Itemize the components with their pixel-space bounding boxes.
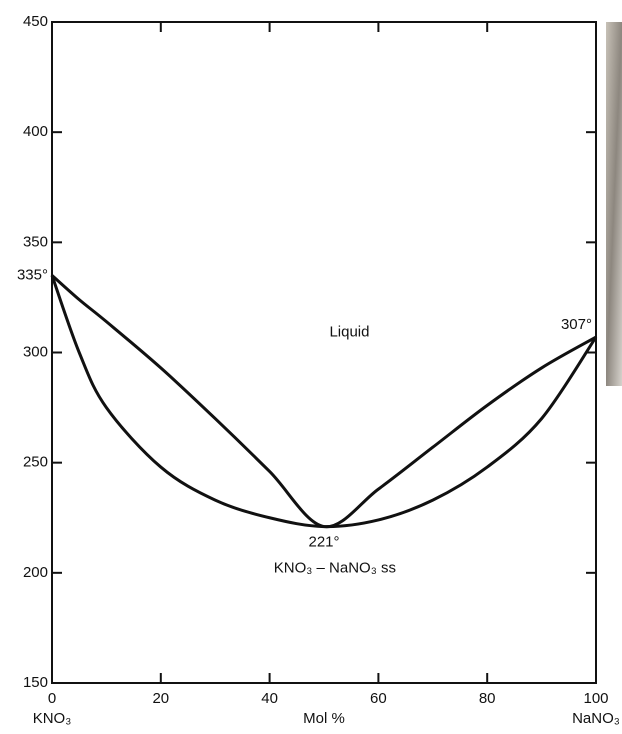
x-tick-label: 0 bbox=[48, 690, 56, 707]
x-tick-label: 100 bbox=[583, 690, 608, 707]
annotation: 307° bbox=[561, 316, 592, 333]
x-tick-label: 80 bbox=[479, 690, 496, 707]
y-tick-label: 450 bbox=[23, 13, 48, 30]
x-end-label: NaNO₃ bbox=[572, 710, 620, 727]
phase-curve bbox=[51, 274, 597, 529]
x-axis-label: Mol % bbox=[303, 710, 345, 727]
y-tick-label: 300 bbox=[23, 343, 48, 360]
y-tick-label: 400 bbox=[23, 123, 48, 140]
x-end-label: KNO₃ bbox=[33, 710, 72, 727]
x-tick-label: 40 bbox=[261, 690, 278, 707]
annotation: KNO₃ – NaNO₃ ss bbox=[274, 559, 396, 576]
x-tick-label: 20 bbox=[152, 690, 169, 707]
annotation: 335° bbox=[17, 266, 48, 283]
phase-curve bbox=[50, 274, 598, 529]
y-tick-label: 250 bbox=[23, 454, 48, 471]
y-tick-label: 200 bbox=[23, 564, 48, 581]
photo-fragment bbox=[606, 22, 622, 386]
annotation: Liquid bbox=[329, 324, 369, 341]
y-tick-label: 150 bbox=[23, 674, 48, 691]
x-tick-label: 60 bbox=[370, 690, 387, 707]
plot-frame bbox=[51, 21, 597, 684]
y-tick-label: 350 bbox=[23, 233, 48, 250]
annotation: 221° bbox=[308, 534, 339, 551]
